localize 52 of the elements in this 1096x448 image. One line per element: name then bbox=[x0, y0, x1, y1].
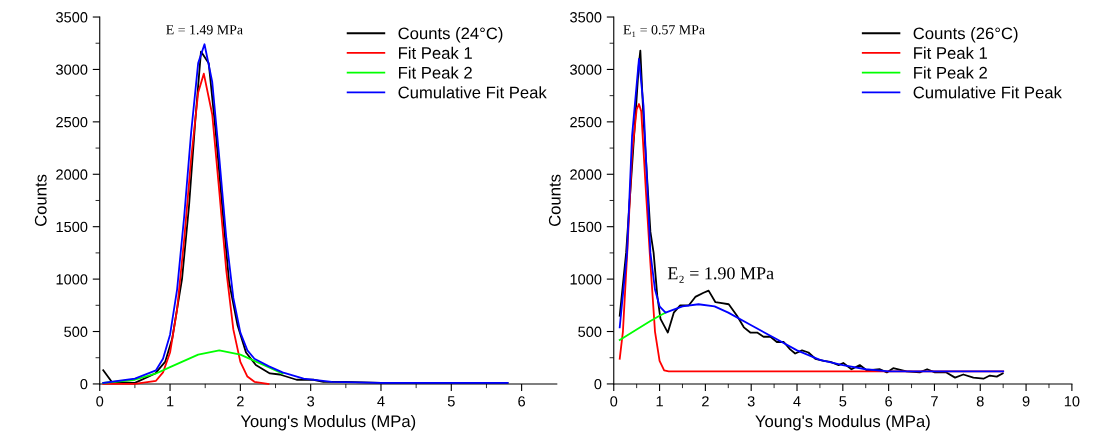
x-tick-label: 6 bbox=[885, 396, 893, 407]
x-tick-label: 9 bbox=[1022, 396, 1030, 407]
x-tick-label: 4 bbox=[377, 396, 385, 407]
x-tick-label: 5 bbox=[839, 396, 847, 407]
y-tick-label: 3000 bbox=[570, 64, 602, 75]
legend-label: Cumulative Fit Peak bbox=[398, 86, 547, 99]
y-tick-label: 1500 bbox=[570, 221, 602, 233]
y-axis-title: Counts bbox=[548, 174, 561, 227]
y-tick-label: 2500 bbox=[56, 116, 88, 128]
x-tick-label: 0 bbox=[96, 396, 104, 407]
legend-label: Fit Peak 1 bbox=[399, 46, 472, 59]
y-tick-label: 3500 bbox=[570, 12, 602, 23]
x-axis-title: Young's Modulus (MPa) bbox=[240, 414, 416, 431]
x-axis-title: Young's Modulus (MPa) bbox=[755, 414, 930, 431]
y-tick-label: 500 bbox=[64, 326, 88, 337]
annotation: E₂ = 1.90 MPa bbox=[667, 267, 774, 283]
line-series bbox=[102, 349, 284, 384]
y-tick-label: 1000 bbox=[570, 274, 602, 285]
x-tick-label: 3 bbox=[307, 396, 315, 407]
legend-label: Fit Peak 1 bbox=[914, 46, 987, 59]
x-tick-label: 10 bbox=[1064, 396, 1080, 407]
x-tick-label: 1 bbox=[167, 396, 174, 407]
line-series bbox=[102, 72, 270, 385]
legend-label: Cumulative Fit Peak bbox=[913, 86, 1062, 99]
legend-label: Counts (24°C) bbox=[398, 27, 503, 43]
y-tick-label: 2000 bbox=[570, 169, 602, 180]
x-tick-label: 3 bbox=[747, 396, 755, 407]
x-tick-label: 1 bbox=[656, 396, 663, 407]
legend-label: Fit Peak 2 bbox=[914, 66, 987, 79]
y-tick-label: 2500 bbox=[570, 116, 602, 128]
y-tick-label: 0 bbox=[80, 379, 88, 390]
x-tick-label: 0 bbox=[610, 396, 618, 407]
y-tick-label: 500 bbox=[578, 326, 602, 337]
y-tick-label: 3000 bbox=[56, 64, 88, 75]
line-series bbox=[618, 311, 667, 341]
legend-label: Fit Peak 2 bbox=[399, 66, 472, 79]
x-tick-label: 2 bbox=[237, 396, 244, 407]
y-tick-label: 1000 bbox=[56, 274, 88, 285]
legend-label: Counts (26°C) bbox=[913, 27, 1018, 43]
y-tick-label: 2000 bbox=[56, 169, 88, 180]
x-tick-label: 6 bbox=[518, 396, 526, 407]
x-tick-label: 5 bbox=[447, 396, 455, 407]
y-tick-label: 3500 bbox=[56, 12, 88, 23]
x-tick-label: 2 bbox=[702, 396, 709, 407]
y-axis-title: Counts bbox=[34, 174, 47, 227]
x-tick-label: 4 bbox=[793, 396, 801, 407]
x-tick-label: 7 bbox=[931, 396, 938, 407]
annotation: E = 1.49 MPa bbox=[166, 25, 243, 35]
annotation: E₁ = 0.57 MPa bbox=[623, 25, 705, 38]
x-tick-label: 8 bbox=[976, 396, 984, 407]
y-tick-label: 1500 bbox=[56, 221, 88, 233]
y-tick-label: 0 bbox=[594, 379, 602, 390]
